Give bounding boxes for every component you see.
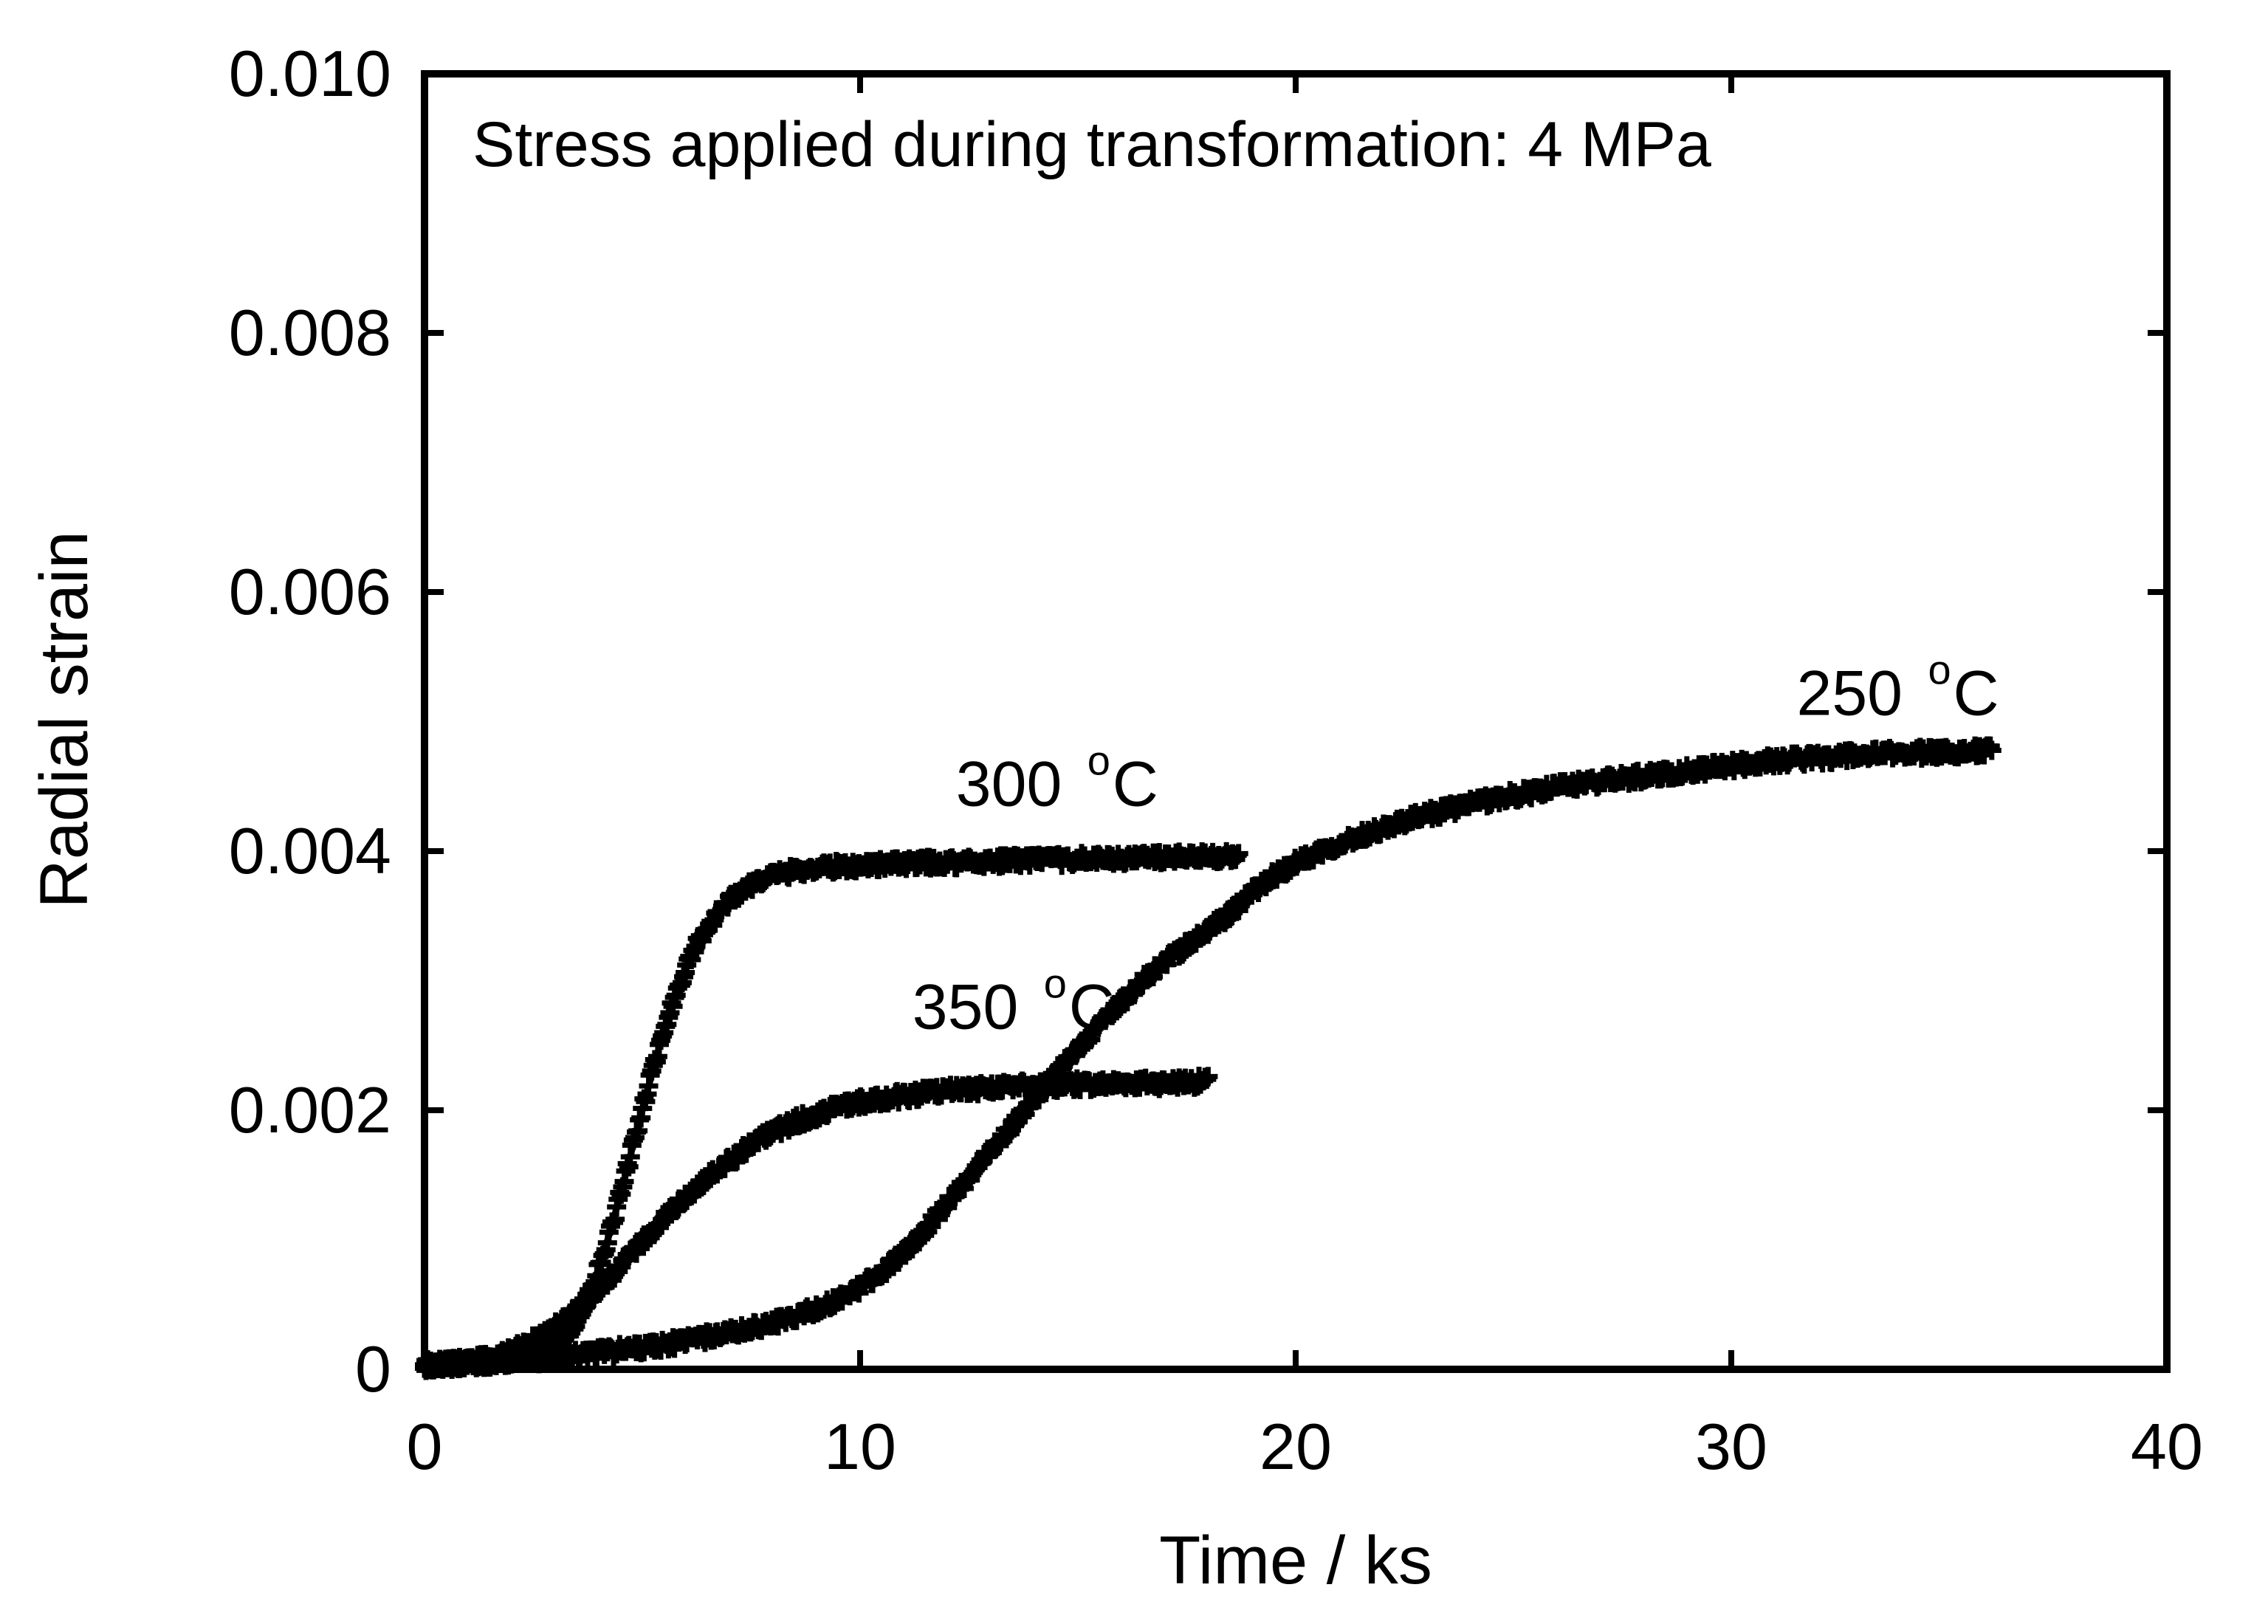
- plot-title: Stress applied during transformation: 4 …: [472, 109, 1711, 180]
- y-axis-title: Radial strain: [27, 531, 102, 908]
- x-tick-label: 20: [1260, 1410, 1332, 1483]
- degree-icon: o: [1087, 737, 1110, 784]
- series-label-temperature: 250: [1797, 658, 1903, 729]
- y-tick-label: 0.008: [229, 296, 391, 369]
- series-350: [415, 1067, 1218, 1380]
- y-tick-label: 0.006: [229, 555, 391, 628]
- y-tick-label: 0: [355, 1332, 391, 1405]
- x-tick-label: 0: [407, 1410, 443, 1483]
- y-tick-label: 0.010: [229, 37, 391, 110]
- x-axis-tick-labels: 0 10 20 30 40: [407, 1410, 2203, 1483]
- series-label-temperature: 300: [956, 749, 1062, 820]
- degree-icon: o: [1928, 647, 1951, 693]
- x-axis-title: Time / ks: [1159, 1523, 1432, 1598]
- x-tick-label: 10: [824, 1410, 896, 1483]
- y-tick-label: 0.002: [229, 1073, 391, 1146]
- y-axis-tick-labels: 0 0.002 0.004 0.006 0.008 0.010: [229, 37, 391, 1405]
- x-tick-label: 30: [1695, 1410, 1767, 1483]
- series-label-temperature: 350: [913, 971, 1019, 1042]
- data-series-group: [415, 736, 2001, 1380]
- degree-icon: o: [1044, 960, 1067, 1006]
- series-label-unit: C: [1953, 658, 1999, 729]
- series-label-unit: C: [1113, 749, 1158, 820]
- series-label-unit: C: [1069, 971, 1115, 1042]
- x-tick-label: 40: [2131, 1410, 2203, 1483]
- y-tick-label: 0.004: [229, 814, 391, 887]
